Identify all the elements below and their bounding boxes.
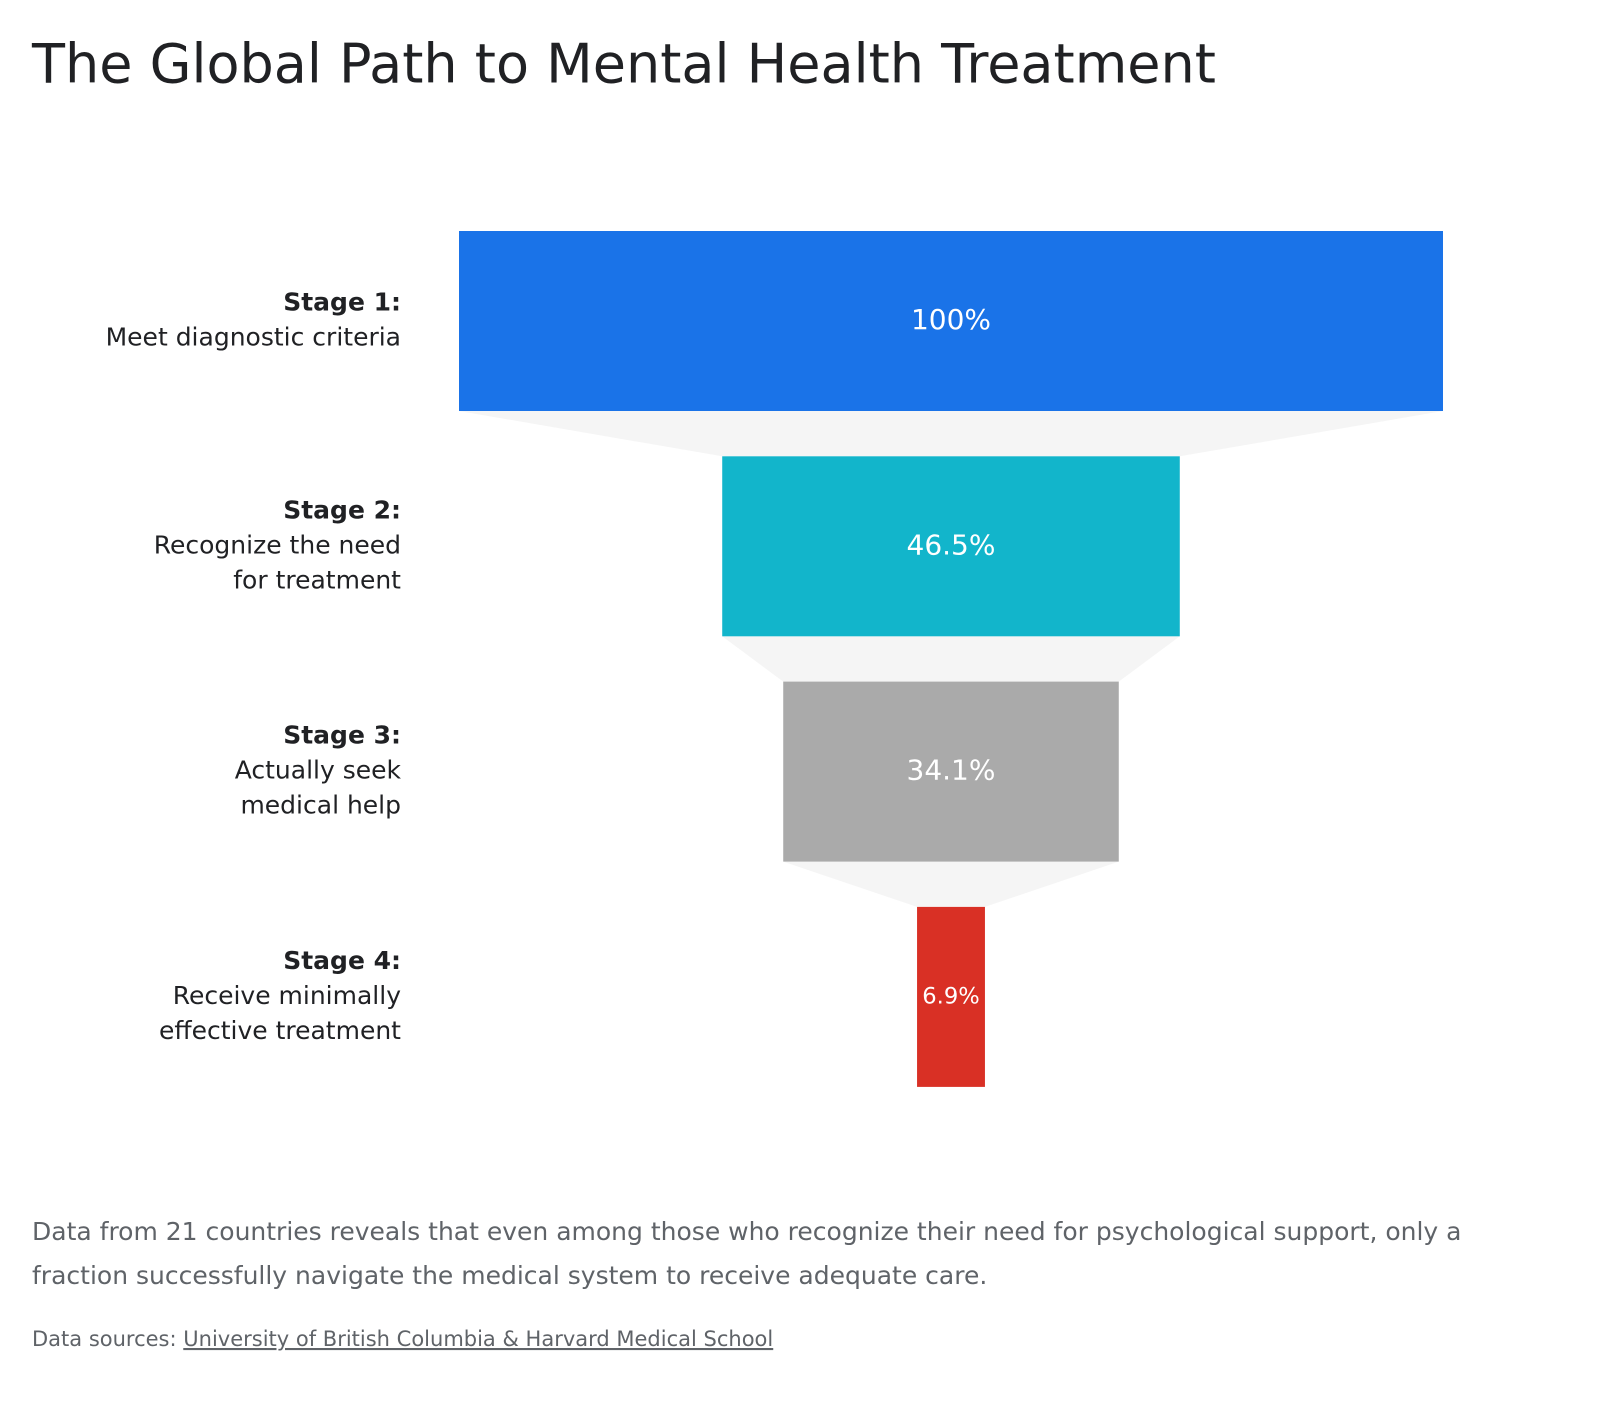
funnel-bar: [783, 681, 1119, 862]
funnel: 100% Stage 1: Meet diagnostic criteria 46.5…: [106, 231, 1443, 1087]
chart-title: The Global Path to Mental Health Treatme…: [31, 33, 1216, 96]
funnel-bar: [917, 906, 985, 1087]
connector: [722, 636, 1180, 682]
stage-description: Recognize the need: [154, 530, 401, 559]
stage-description: Meet diagnostic criteria: [106, 323, 401, 352]
stage-description: for treatment: [233, 565, 401, 594]
stage-label: Stage 1:: [283, 288, 401, 317]
stage-description: Actually seek: [235, 756, 402, 785]
value-label: 100%: [911, 303, 991, 336]
value-label: 34.1%: [907, 754, 996, 787]
connector: [783, 861, 1119, 907]
connector: [459, 411, 1443, 457]
description: Data from 21 countries reveals that even…: [32, 1217, 1462, 1246]
stage-label: Stage 4:: [283, 946, 401, 975]
source-link[interactable]: University of British Columbia & Harvard…: [183, 1327, 773, 1351]
stage-label: Stage 2:: [283, 495, 401, 524]
stage-description: medical help: [240, 791, 401, 820]
funnel-bar: [722, 456, 1180, 637]
funnel-bar: [459, 231, 1443, 411]
description: fraction successfully navigate the medic…: [32, 1261, 987, 1290]
stage-label: Stage 3:: [283, 721, 401, 750]
value-label: 6.9%: [922, 983, 979, 1009]
source: Data sources: University of British Colu…: [32, 1327, 773, 1351]
stage-description: effective treatment: [159, 1016, 401, 1045]
source-label: Data sources:: [32, 1327, 177, 1351]
value-label: 46.5%: [907, 528, 996, 561]
stage-description: Receive minimally: [173, 981, 401, 1010]
